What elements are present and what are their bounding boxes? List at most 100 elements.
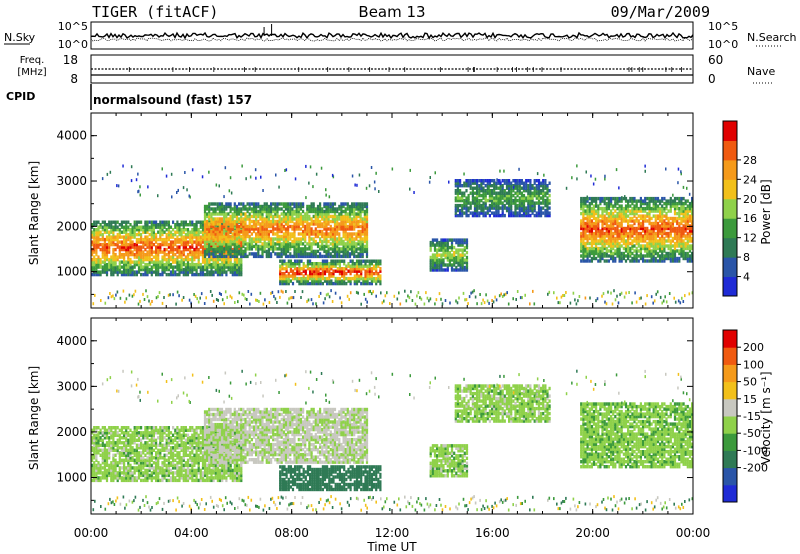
heatmap-cell [438,248,441,252]
heatmap-cell [686,219,689,223]
heatmap-cell [220,202,224,206]
heatmap-cell [618,216,621,221]
heatmap-cell [650,216,653,221]
heatmap-cell [488,184,491,188]
heatmap-cell [336,224,339,229]
heatmap-cell [323,244,326,249]
heatmap-cell [248,247,251,251]
heatmap-cell [527,191,530,195]
heatmap-cell [663,259,666,263]
heatmap-cell [123,252,126,257]
heatmap-cell [342,229,345,234]
heatmap-cell [328,262,331,266]
heatmap-cell [227,252,230,256]
heatmap-cell [315,279,318,283]
heatmap-cell [365,212,369,216]
heatmap-cell [336,269,339,273]
heatmap-cell [444,240,447,245]
heatmap-cell [125,245,128,249]
heatmap-cell [255,214,258,219]
heatmap-cell [195,237,198,242]
heatmap-cell [446,263,449,267]
heatmap-cell [133,260,136,264]
heatmap-cell [370,259,373,263]
heatmap-cell [244,207,247,211]
heatmap-cell [265,224,268,229]
heatmap-cell [364,281,367,286]
heatmap-cell [629,246,632,251]
heatmap-cell [240,249,243,254]
heatmap-cell [140,232,143,237]
heatmap-cell [274,244,277,249]
heatmap-cell [208,202,211,206]
heatmap-cell [622,196,625,201]
heatmap-cell [317,271,320,276]
heatmap-cell [442,243,445,247]
heatmap-cell [533,208,536,213]
heatmap-cell [283,262,286,266]
heatmap-cell [110,267,113,272]
heatmap-cell [225,227,228,231]
heatmap-cell [223,242,226,246]
heatmap-cell [227,239,230,244]
heatmap-cell [304,249,307,254]
heatmap-cell [616,214,619,218]
heatmap-cell [304,264,307,268]
heatmap-cell [542,179,545,183]
heatmap-cell [531,208,534,213]
heatmap-cell [118,260,121,264]
heatmap-cell [210,242,213,246]
heatmap-cell [304,237,307,241]
heatmap-cell [267,239,270,244]
heatmap-cell [438,243,441,247]
heatmap-cell [103,228,106,232]
heatmap-cell [633,249,636,253]
heatmap-cell [682,209,685,213]
heatmap-cell [321,247,324,251]
heatmap-cell [110,270,113,274]
heatmap-cell [478,206,481,210]
heatmap-cell [308,204,311,209]
heatmap-cell [691,201,694,206]
heatmap-cell [332,274,335,278]
heatmap-cell [265,219,268,224]
heatmap-cell [347,262,350,266]
heatmap-cell [652,239,655,243]
heatmap-cell [152,250,155,254]
heatmap-cell [191,223,194,227]
heatmap-cell [267,212,270,216]
heatmap-cell [201,250,205,254]
heatmap-cell [182,230,185,234]
heatmap-cell [537,181,541,185]
heatmap-cell [501,211,504,215]
heatmap-cell [584,224,587,228]
heatmap-cell [682,206,685,211]
heatmap-cell [210,257,213,262]
heatmap-cell [298,281,301,286]
heatmap-cell [361,202,364,206]
heatmap-cell [491,211,494,215]
heatmap-cell [520,196,523,200]
heatmap-cell [114,270,117,274]
heatmap-cell [148,225,151,229]
heatmap-cell [514,181,517,185]
heatmap-cell [686,211,689,216]
heatmap-cell [214,217,217,221]
heatmap-cell [199,225,202,229]
heatmap-cell [137,250,141,254]
heatmap-cell [284,207,288,211]
heatmap-cell [108,247,111,252]
heatmap-cell [148,257,151,262]
heatmap-cell [146,255,149,259]
heatmap-cell [459,253,462,257]
heatmap-cell [588,231,591,236]
heatmap-cell [365,239,369,244]
heatmap-cell [473,203,477,208]
heatmap-cell [127,257,130,262]
heatmap-cell [338,227,341,231]
heatmap-cell [436,255,439,260]
heatmap-cell [616,234,619,238]
heatmap-cell [654,214,657,218]
heatmap-cell [590,209,593,213]
heatmap-cell [216,267,219,272]
